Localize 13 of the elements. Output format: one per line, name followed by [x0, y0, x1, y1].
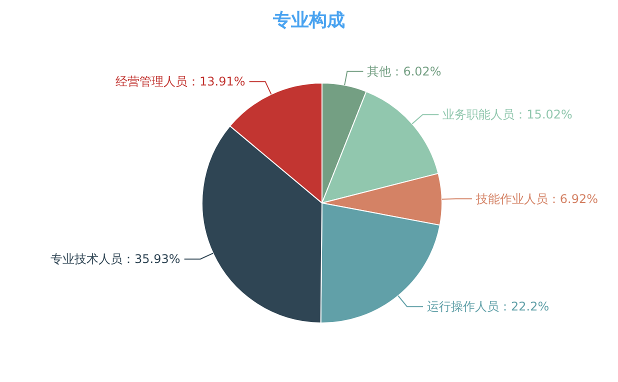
data-label: ：35.93% — [122, 252, 180, 266]
data-label: ：22.2% — [499, 300, 550, 314]
slice-label: 经营管理人员 — [116, 74, 188, 89]
data-label: ：6.02% — [391, 64, 442, 78]
slice-label: 其他 — [367, 64, 392, 78]
data-label: ：6.92% — [548, 192, 598, 206]
chart-title: 专业构成 — [272, 9, 346, 32]
slice-label: 专业技术人员 — [50, 252, 123, 266]
slice-label: 运行操作人员 — [427, 300, 500, 314]
slice-label: 技能作业人员 — [474, 192, 548, 206]
data-label: ：15.02% — [514, 108, 572, 122]
data-label: ：13.91% — [188, 74, 246, 89]
slice-label: 业务职能人员 — [442, 108, 515, 122]
